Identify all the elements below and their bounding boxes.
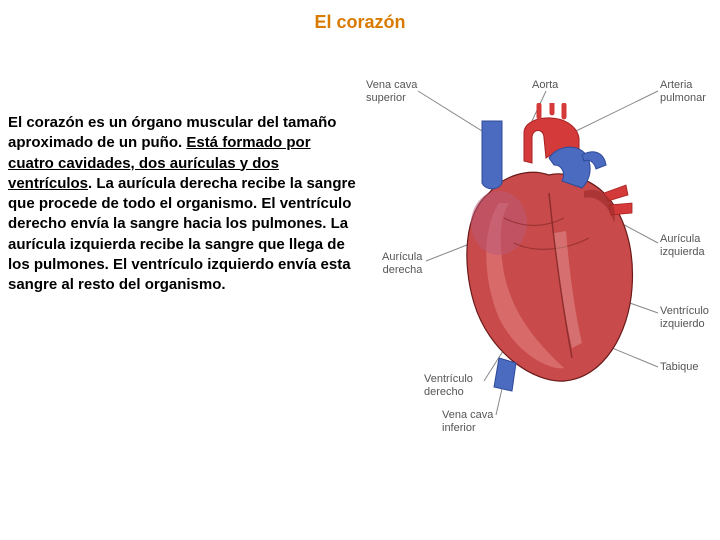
content-row: El corazón es un órgano muscular del tam…	[0, 33, 720, 433]
page-title: El corazón	[0, 0, 720, 33]
description-paragraph: El corazón es un órgano muscular del tam…	[8, 73, 356, 433]
title-text: El corazón	[314, 12, 405, 32]
heart-diagram: Vena cava superior Aurícula derecha Vent…	[364, 73, 712, 433]
para-part3: . La aurícula derecha recibe la sangre q…	[8, 175, 356, 293]
heart-illustration	[454, 103, 644, 393]
